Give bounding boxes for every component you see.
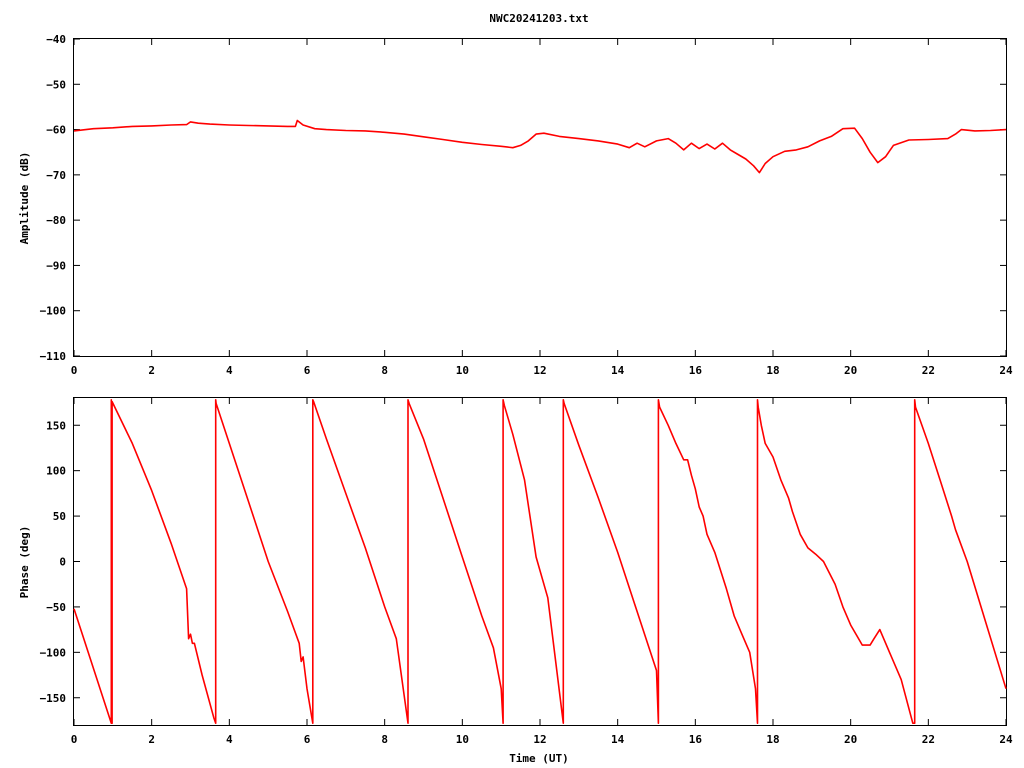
phase-y-tick-label: 50 bbox=[53, 510, 66, 523]
phase-x-tick-label: 24 bbox=[999, 733, 1013, 746]
phase-panel: 0 2 4 6 8 10 12 14 16 18 20 22 24150100500−50−100−15… bbox=[18, 397, 1013, 765]
amplitude-y-tick-label: −70 bbox=[46, 169, 66, 182]
phase-y-tick-label: 100 bbox=[46, 465, 66, 478]
amplitude-x-tick-label: 22 bbox=[922, 364, 935, 377]
chart-title: NWC20241203.txt bbox=[489, 12, 588, 25]
amplitude-x-tick-label: 18 bbox=[766, 364, 779, 377]
phase-x-tick-label: 12 bbox=[533, 733, 546, 746]
phase-y-tick-label: −100 bbox=[40, 646, 67, 659]
amplitude-x-tick-label: 12 bbox=[533, 364, 546, 377]
amplitude-ticks: 0 2 4 6 8 10 12 14 16 18 20 22 24−40−50−60−70−80−90−… bbox=[40, 33, 1013, 377]
phase-x-tick-label: 18 bbox=[766, 733, 779, 746]
phase-y-tick-label: 150 bbox=[46, 419, 66, 432]
amplitude-y-tick-label: −50 bbox=[46, 78, 66, 91]
amplitude-x-tick-label: 14 bbox=[611, 364, 625, 377]
amplitude-y-tick-label: −100 bbox=[40, 305, 67, 318]
amplitude-x-tick-label: 8 bbox=[381, 364, 388, 377]
phase-x-tick-label: 0 bbox=[71, 733, 78, 746]
phase-ticks: 0 2 4 6 8 10 12 14 16 18 20 22 24150100500−50−100−15… bbox=[40, 398, 1013, 746]
amplitude-series-line bbox=[73, 119, 1007, 174]
phase-x-tick-label: 6 bbox=[304, 733, 311, 746]
phase-x-tick-label: 16 bbox=[689, 733, 703, 746]
amplitude-x-tick-label: 2 bbox=[148, 364, 155, 377]
amplitude-plot-frame bbox=[73, 38, 1007, 357]
amplitude-x-tick-label: 20 bbox=[844, 364, 857, 377]
amplitude-y-tick-label: −60 bbox=[46, 124, 66, 137]
phase-x-tick-label: 2 bbox=[148, 733, 155, 746]
phase-plot-frame bbox=[73, 397, 1007, 726]
phase-y-label: Phase (deg) bbox=[18, 526, 31, 599]
amplitude-x-tick-label: 0 bbox=[71, 364, 78, 377]
amplitude-x-tick-label: 4 bbox=[226, 364, 233, 377]
amplitude-x-tick-label: 10 bbox=[456, 364, 469, 377]
amplitude-y-tick-label: −40 bbox=[46, 33, 66, 46]
amplitude-panel: 0 2 4 6 8 10 12 14 16 18 20 22 24−40−50−60−70−80−90−… bbox=[18, 33, 1013, 377]
phase-x-tick-label: 22 bbox=[922, 733, 935, 746]
phase-x-tick-label: 10 bbox=[456, 733, 469, 746]
phase-x-tick-label: 8 bbox=[381, 733, 388, 746]
phase-x-tick-label: 20 bbox=[844, 733, 857, 746]
amplitude-y-tick-label: −80 bbox=[46, 214, 66, 227]
amplitude-x-tick-label: 24 bbox=[999, 364, 1013, 377]
phase-y-tick-label: 0 bbox=[59, 556, 66, 569]
phase-series-line bbox=[73, 398, 1007, 725]
phase-x-tick-label: 14 bbox=[611, 733, 625, 746]
amplitude-x-tick-label: 16 bbox=[689, 364, 703, 377]
time-x-label: Time (UT) bbox=[509, 752, 569, 765]
amplitude-x-tick-label: 6 bbox=[304, 364, 311, 377]
amplitude-y-tick-label: −90 bbox=[46, 259, 66, 272]
amplitude-y-tick-label: −110 bbox=[40, 350, 67, 363]
phase-x-tick-label: 4 bbox=[226, 733, 233, 746]
phase-y-tick-label: −50 bbox=[46, 601, 66, 614]
amplitude-y-label: Amplitude (dB) bbox=[18, 152, 31, 245]
phase-y-tick-label: −150 bbox=[40, 692, 67, 705]
